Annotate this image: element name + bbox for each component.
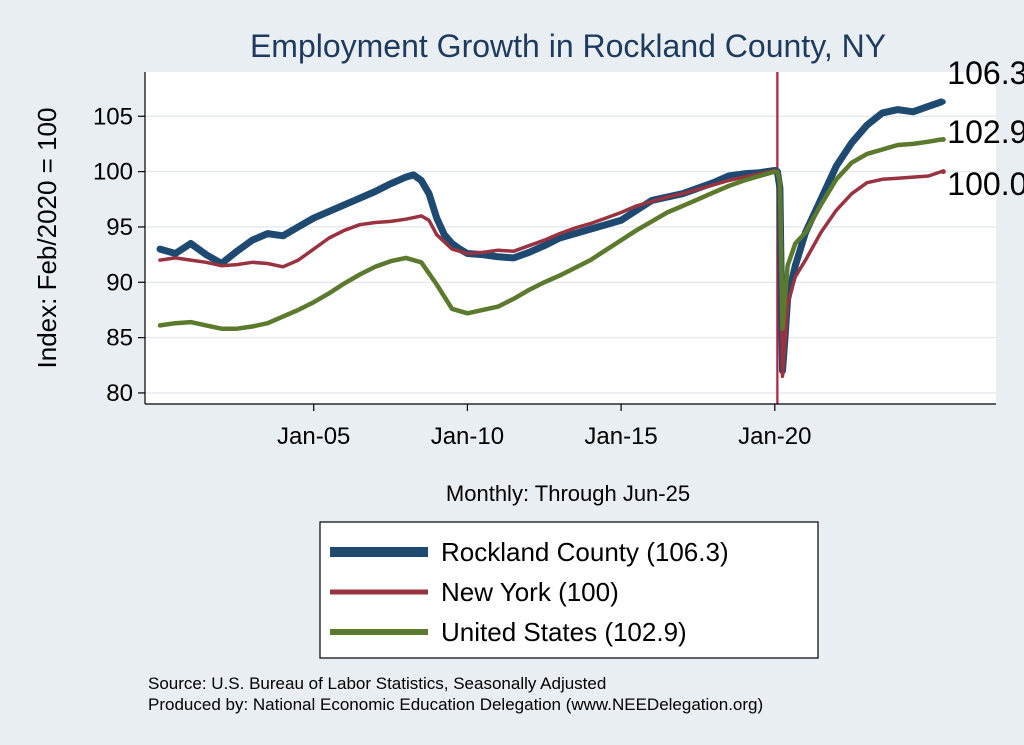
y-ticks: 80 85 90 95 100 105 <box>93 103 145 407</box>
end-value-label: 100.0 <box>947 166 1024 202</box>
legend: Rockland County (106.3) New York (100) Uni… <box>330 537 729 647</box>
y-axis-label: Index: Feb/2020 = 100 <box>32 108 62 369</box>
end-point-marker <box>940 169 946 175</box>
x-tick-label: Jan-05 <box>277 423 350 450</box>
end-point-marker <box>940 137 946 143</box>
y-tick-label: 95 <box>106 214 133 241</box>
y-tick-label: 85 <box>106 325 133 352</box>
x-tick-label: Jan-15 <box>584 423 657 450</box>
y-tick-label: 100 <box>93 159 133 186</box>
legend-label: Rockland County (106.3) <box>441 537 729 567</box>
end-point-marker <box>940 99 946 105</box>
x-axis-label: Monthly: Through Jun-25 <box>446 481 690 506</box>
y-tick-label: 105 <box>93 103 133 130</box>
chart-title: Employment Growth in Rockland County, NY <box>250 28 886 64</box>
series-line <box>158 168 944 379</box>
producer-note: Produced by: National Economic Education… <box>148 695 763 714</box>
x-tick-label: Jan-10 <box>431 423 504 450</box>
grid <box>145 115 996 394</box>
end-value-label: 106.3 <box>947 55 1024 91</box>
series-line <box>156 98 945 375</box>
end-labels: 106.3 100.0 102.9 <box>940 55 1024 202</box>
series-line <box>157 137 944 331</box>
end-value-label: 102.9 <box>947 114 1024 150</box>
y-tick-label: 90 <box>106 269 133 296</box>
legend-label: United States (102.9) <box>441 617 687 647</box>
x-tick-label: Jan-20 <box>738 423 811 450</box>
x-ticks: Jan-05 Jan-10 Jan-15 Jan-20 <box>277 404 811 450</box>
series-layer <box>156 98 945 379</box>
legend-label: New York (100) <box>441 577 619 607</box>
source-note: Source: U.S. Bureau of Labor Statistics,… <box>148 674 606 693</box>
y-tick-label: 80 <box>106 380 133 407</box>
